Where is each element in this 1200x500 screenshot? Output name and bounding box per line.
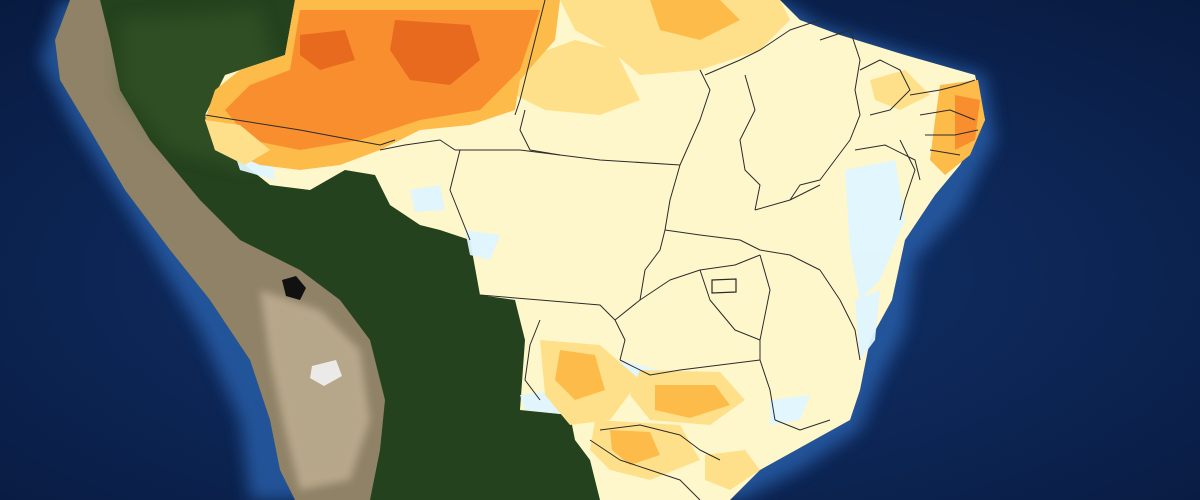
state-borders bbox=[204, 0, 979, 500]
andes-highlands bbox=[260, 290, 370, 490]
anomaly-amazon-region bbox=[205, 0, 560, 170]
salt-flat bbox=[310, 360, 342, 386]
lake-titicaca bbox=[282, 276, 306, 300]
anomaly-warm-patches bbox=[515, 0, 985, 490]
federal-district bbox=[711, 278, 737, 294]
